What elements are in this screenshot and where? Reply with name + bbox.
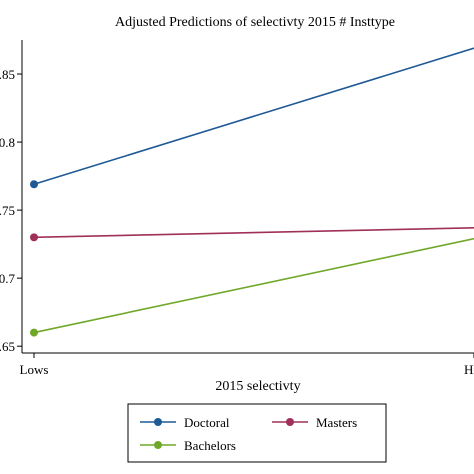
x-tick-label: Hi — [464, 362, 474, 377]
series-line-doctoral — [33, 47, 474, 186]
legend-marker-doctoral — [154, 418, 162, 426]
legend-marker-masters — [286, 418, 294, 426]
legend-label-bachelors: Bachelors — [184, 438, 236, 453]
chart-title: Adjusted Predictions of selectivty 2015 … — [115, 15, 395, 30]
y-tick-label: .85 — [0, 67, 15, 82]
legend-label-doctoral: Doctoral — [184, 415, 230, 430]
data-point-bachelors — [30, 328, 38, 337]
series-line-masters — [33, 227, 474, 239]
legend-marker-bachelors — [154, 441, 162, 449]
data-point-masters — [30, 233, 38, 242]
x-axis-label: 2015 selectivty — [215, 379, 300, 394]
y-tick-label: .65 — [0, 339, 15, 354]
series-line-bachelors — [33, 237, 474, 334]
legend-label-masters: Masters — [316, 415, 357, 430]
legend: Doctoral Masters Bachelors — [127, 403, 387, 463]
plot-area: .65 0.7 .75 0.8 .85 Lows Hi — [0, 40, 474, 377]
x-tick-label: Lows — [20, 362, 49, 377]
y-tick-label: 0.7 — [0, 271, 16, 286]
y-tick-label: .75 — [0, 203, 15, 218]
data-point-doctoral — [30, 180, 38, 189]
legend-box — [127, 403, 387, 463]
y-tick-label: 0.8 — [0, 135, 15, 150]
